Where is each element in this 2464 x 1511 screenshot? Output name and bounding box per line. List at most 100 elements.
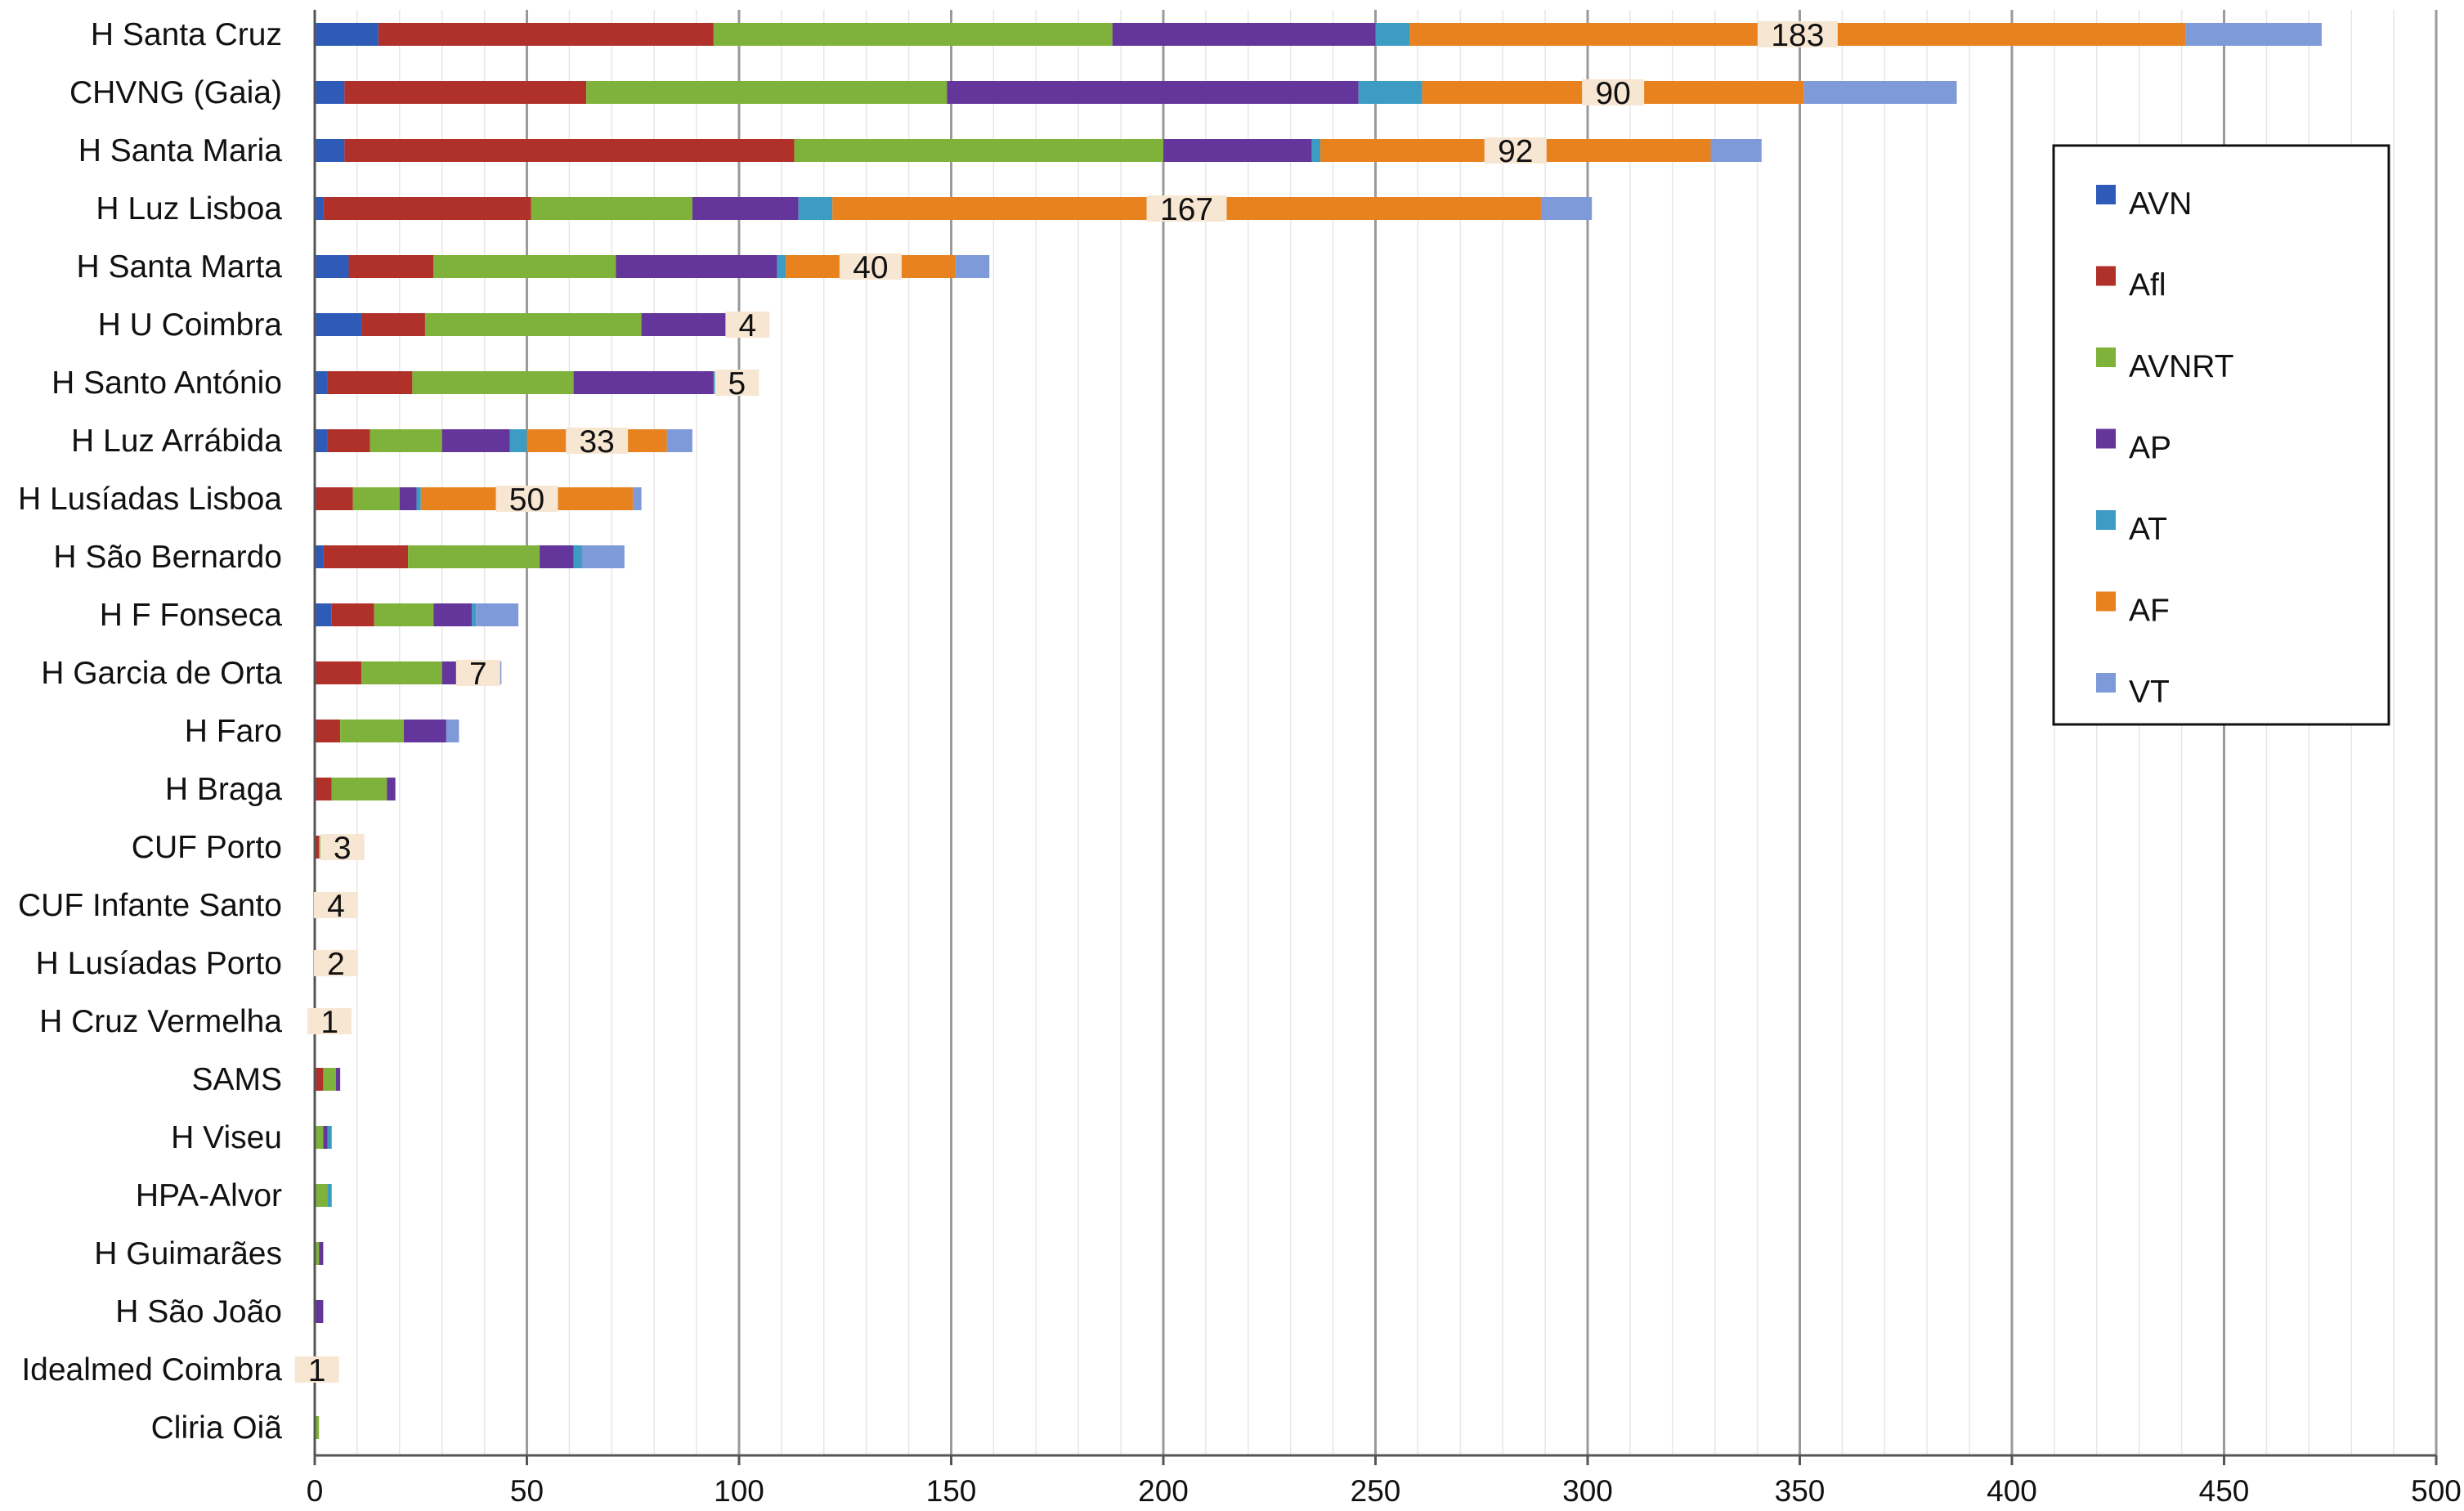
bar-segment-ap-h-sao-bernardo bbox=[540, 545, 574, 568]
legend-swatch-vt bbox=[2096, 673, 2116, 693]
data-label: 167 bbox=[1160, 192, 1213, 227]
bar-segment-ap-h-santo-antonio bbox=[573, 371, 714, 394]
bar-segment-afl-h-faro bbox=[315, 720, 341, 742]
bar-segment-afl-h-braga bbox=[315, 778, 332, 800]
x-tick-label: 400 bbox=[1987, 1474, 2037, 1508]
bar-segment-ap-h-luz-lisboa bbox=[692, 197, 799, 220]
bar-segment-ap-h-luz-arrabida bbox=[441, 429, 510, 452]
bar-segment-afl-h-luz-lisboa bbox=[323, 197, 531, 220]
data-label-bg bbox=[320, 834, 365, 860]
bar-segment-at-h-santa-maria bbox=[1311, 139, 1321, 162]
data-label-bg bbox=[455, 660, 500, 686]
bar-segment-vt-h-luz-lisboa bbox=[1540, 197, 1593, 220]
bar-segment-avnrt-hpa-alvor bbox=[315, 1184, 328, 1207]
bar-segment-ap-h-faro bbox=[403, 720, 446, 742]
bar-segment-avn-h-santo-antonio bbox=[315, 371, 328, 394]
bar-segment-avnrt-chvng-gaia bbox=[586, 81, 948, 104]
bar-segment-afl-h-santo-antonio bbox=[327, 371, 413, 394]
category-label: H Santa Cruz bbox=[91, 17, 282, 52]
bar-segment-afl-h-f-fonseca bbox=[331, 603, 374, 626]
data-label: 7 bbox=[469, 657, 487, 692]
data-label: 4 bbox=[327, 889, 345, 924]
bar-segment-at-h-santa-marta bbox=[777, 255, 786, 278]
data-label: 4 bbox=[739, 308, 757, 343]
bar-segment-afl-h-u-coimbra bbox=[361, 313, 425, 336]
bar-segment-afl-cuf-porto bbox=[315, 836, 320, 859]
bar-segment-avnrt-h-braga bbox=[331, 778, 388, 800]
bar-segment-afl-h-luz-arrabida bbox=[327, 429, 370, 452]
bar-segment-avn-h-luz-arrabida bbox=[315, 429, 328, 452]
legend-label-avnrt: AVNRT bbox=[2129, 349, 2234, 384]
bar-segment-vt-h-santa-cruz bbox=[2185, 23, 2322, 46]
bar-segment-ap-h-santa-cruz bbox=[1112, 23, 1376, 46]
bar-segment-avn-h-sao-bernardo bbox=[315, 545, 324, 568]
bar-segment-at-hpa-alvor bbox=[327, 1184, 332, 1207]
bar-segment-ap-h-viseu bbox=[323, 1126, 328, 1149]
bar-segment-vt-h-luz-arrabida bbox=[666, 429, 692, 452]
bar-segment-at-h-luz-arrabida bbox=[509, 429, 527, 452]
x-tick-label: 350 bbox=[1775, 1474, 1826, 1508]
data-label-bg bbox=[1484, 137, 1547, 164]
data-label: 183 bbox=[1771, 18, 1824, 53]
category-label: H Luz Lisboa bbox=[96, 191, 282, 226]
x-tick-label: 150 bbox=[926, 1474, 977, 1508]
data-label-bg bbox=[313, 892, 358, 918]
bar-segment-vt-h-santa-maria bbox=[1710, 139, 1762, 162]
bar-segment-vt-h-santa-marta bbox=[955, 255, 990, 278]
bar-segment-at-h-lusiadas-lisboa bbox=[416, 487, 421, 510]
data-label: 3 bbox=[334, 831, 352, 866]
bar-segment-at-h-luz-lisboa bbox=[798, 197, 833, 220]
bar-segment-afl-h-santa-marta bbox=[348, 255, 434, 278]
bar-segment-avnrt-h-sao-bernardo bbox=[408, 545, 540, 568]
bar-segment-avn-h-f-fonseca bbox=[315, 603, 332, 626]
data-label: 50 bbox=[509, 482, 544, 518]
bar-segment-ap-h-santa-marta bbox=[616, 255, 777, 278]
data-label: 33 bbox=[579, 424, 614, 460]
data-label-bg bbox=[495, 486, 558, 512]
bar-segment-at-h-viseu bbox=[327, 1126, 332, 1149]
category-label: H Guimarães bbox=[94, 1236, 282, 1271]
category-label: Idealmed Coimbra bbox=[21, 1352, 282, 1388]
category-label: H São João bbox=[115, 1294, 282, 1329]
legend-swatch-at bbox=[2096, 510, 2116, 530]
category-label: H Santo António bbox=[52, 365, 282, 401]
data-label-bg bbox=[715, 370, 759, 396]
category-label: CHVNG (Gaia) bbox=[69, 75, 282, 110]
legend: AVN Afl AVNRT AP AT AF VT bbox=[2052, 144, 2390, 726]
bar-segment-avnrt-cliria-oia bbox=[315, 1416, 320, 1439]
data-label-bg bbox=[1146, 195, 1227, 222]
bar-segment-ap-h-u-coimbra bbox=[641, 313, 731, 336]
bar-segment-avnrt-h-garcia-de-orta bbox=[361, 661, 442, 684]
bar-segment-vt-h-f-fonseca bbox=[476, 603, 519, 626]
x-tick-label: 200 bbox=[1138, 1474, 1189, 1508]
bar-segment-avnrt-h-santa-marta bbox=[433, 255, 616, 278]
bar-segment-avn-h-luz-lisboa bbox=[315, 197, 324, 220]
legend-swatch-avnrt bbox=[2096, 347, 2116, 367]
bar-segment-avnrt-h-luz-arrabida bbox=[370, 429, 442, 452]
data-label-bg bbox=[839, 253, 902, 280]
bar-segment-afl-h-santa-cruz bbox=[378, 23, 714, 46]
bar-segment-avnrt-h-luz-lisboa bbox=[531, 197, 692, 220]
bar-segment-vt-chvng-gaia bbox=[1803, 81, 1957, 104]
data-labels: 183 90 92 167 40 4 5 33 50 7 3 4 2 1 1 bbox=[294, 18, 1838, 1388]
bar-segment-avnrt-sams bbox=[323, 1068, 336, 1091]
category-label: H Viseu bbox=[171, 1120, 282, 1155]
legend-label-afl: Afl bbox=[2129, 268, 2166, 303]
bar-segment-avnrt-h-santa-cruz bbox=[713, 23, 1113, 46]
bar-segment-avnrt-h-u-coimbra bbox=[424, 313, 642, 336]
category-label: H Santa Marta bbox=[77, 249, 283, 285]
bar-segment-ap-h-braga bbox=[387, 778, 396, 800]
bar-segment-vt-h-lusiadas-lisboa bbox=[633, 487, 642, 510]
category-label: H Cruz Vermelha bbox=[39, 1004, 282, 1039]
bar-segment-avn-h-santa-marta bbox=[315, 255, 349, 278]
category-label: H Garcia de Orta bbox=[41, 656, 282, 691]
bar-segment-avnrt-h-lusiadas-lisboa bbox=[352, 487, 400, 510]
bar-segment-ap-h-guimaraes bbox=[319, 1242, 324, 1265]
bar-segment-afl-h-garcia-de-orta bbox=[315, 661, 362, 684]
bar-segment-afl-sams bbox=[315, 1068, 324, 1091]
category-label: H São Bernardo bbox=[53, 540, 282, 575]
bar-segment-ap-h-santa-maria bbox=[1163, 139, 1312, 162]
x-tick-label: 100 bbox=[714, 1474, 764, 1508]
